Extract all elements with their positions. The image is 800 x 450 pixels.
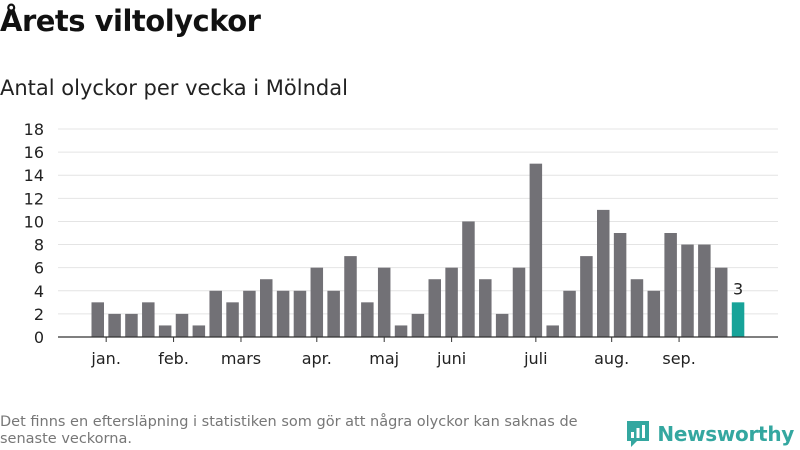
bars bbox=[91, 163, 745, 337]
y-tick-label: 14 bbox=[24, 166, 44, 185]
bar-highlight bbox=[731, 302, 745, 337]
chart-title: Årets viltolyckor bbox=[0, 4, 261, 38]
bar bbox=[529, 163, 543, 337]
brand-name: Newsworthy bbox=[657, 422, 794, 446]
bar bbox=[158, 325, 172, 337]
y-tick-label: 0 bbox=[34, 328, 44, 347]
bar bbox=[243, 290, 256, 337]
bar bbox=[361, 302, 374, 337]
y-tick-label: 2 bbox=[34, 305, 44, 324]
bar bbox=[327, 290, 340, 337]
bar bbox=[377, 267, 391, 337]
x-tick-label: maj bbox=[369, 349, 399, 368]
bar bbox=[209, 290, 222, 337]
y-axis-ticks: 0 2 4 6 8 10 12 14 16 18 bbox=[24, 120, 44, 347]
x-tick-label: feb. bbox=[158, 349, 189, 368]
bar bbox=[462, 221, 475, 337]
bar bbox=[681, 244, 694, 337]
bar bbox=[479, 279, 492, 337]
bar bbox=[428, 279, 441, 337]
bar bbox=[411, 313, 425, 337]
bar bbox=[563, 290, 576, 337]
x-tick-label: sep. bbox=[662, 349, 695, 368]
brand-logo[interactable]: Newsworthy bbox=[625, 418, 794, 450]
bar bbox=[192, 325, 206, 337]
bar bbox=[108, 313, 121, 337]
bar bbox=[647, 290, 661, 337]
bar bbox=[344, 256, 357, 337]
bar bbox=[260, 279, 273, 337]
footnote: Det finns en eftersläpning i statistiken… bbox=[0, 414, 578, 447]
x-tick-label: jan. bbox=[90, 349, 120, 368]
x-tick-label: juni bbox=[436, 349, 466, 368]
y-tick-label: 18 bbox=[24, 120, 44, 139]
x-tick-label: aug. bbox=[594, 349, 629, 368]
bar bbox=[91, 302, 104, 337]
highlight-value-label: 3 bbox=[733, 279, 743, 298]
bar bbox=[698, 244, 711, 337]
bar bbox=[142, 302, 155, 337]
y-tick-label: 6 bbox=[34, 259, 44, 278]
bar bbox=[630, 279, 644, 337]
grid-lines bbox=[58, 128, 778, 315]
bar bbox=[276, 290, 290, 337]
bar bbox=[613, 233, 627, 337]
bar bbox=[597, 209, 610, 337]
bar bbox=[226, 302, 239, 337]
bar bbox=[175, 313, 189, 337]
bar bbox=[714, 267, 728, 337]
chart-subtitle: Antal olyckor per vecka i Mölndal bbox=[0, 76, 348, 100]
newsworthy-logo-icon bbox=[627, 421, 650, 447]
x-tick-label: mars bbox=[221, 349, 261, 368]
bar bbox=[664, 233, 677, 337]
y-tick-label: 12 bbox=[24, 189, 44, 208]
bar bbox=[495, 313, 509, 337]
x-axis: jan. feb. mars apr. maj juni juli aug. sep. bbox=[58, 336, 778, 368]
bar bbox=[293, 290, 307, 337]
bar bbox=[445, 267, 458, 337]
y-tick-label: 16 bbox=[24, 143, 44, 162]
y-tick-label: 4 bbox=[34, 282, 44, 301]
y-tick-label: 10 bbox=[24, 212, 44, 231]
bar bbox=[546, 325, 559, 337]
bar bbox=[580, 256, 593, 337]
bar bbox=[394, 325, 408, 337]
bar bbox=[125, 313, 138, 337]
x-tick-label: juli bbox=[523, 349, 547, 368]
bar bbox=[512, 267, 526, 337]
x-tick-label: apr. bbox=[302, 349, 332, 368]
data-labels: 3 bbox=[733, 279, 743, 298]
y-tick-label: 8 bbox=[34, 236, 44, 255]
bar bbox=[310, 267, 324, 337]
